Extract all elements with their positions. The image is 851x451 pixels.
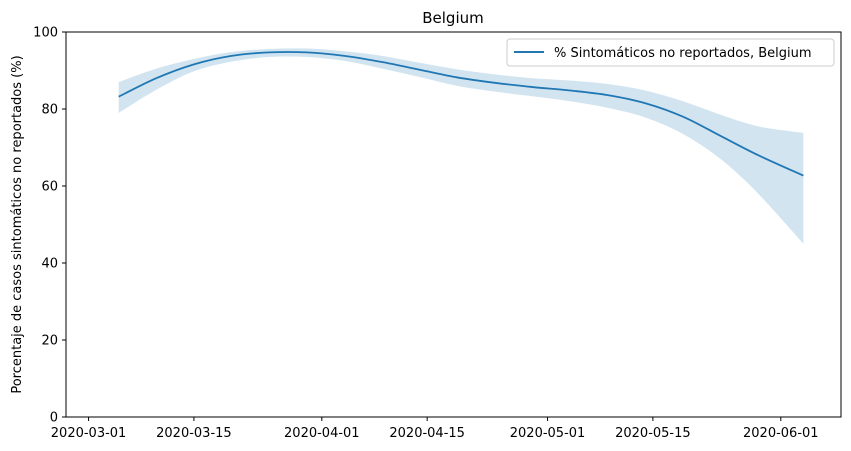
x-tick-label: 2020-05-15 [615, 426, 691, 441]
confidence-band [118, 48, 804, 244]
y-axis-label: Porcentaje de casos sintomáticos no repo… [10, 55, 25, 393]
x-axis: 2020-03-01 2020-03-15 2020-04-01 2020-04-15… [51, 417, 819, 441]
chart-title: Belgium [422, 9, 484, 27]
y-tick-label: 0 [50, 411, 58, 426]
x-tick-label: 2020-03-15 [156, 426, 232, 441]
y-tick-label: 100 [33, 26, 58, 41]
x-tick-label: 2020-06-01 [743, 426, 819, 441]
x-tick-label: 2020-05-01 [510, 426, 586, 441]
legend-label: % Sintomáticos no reportados, Belgium [554, 46, 812, 61]
x-tick-label: 2020-03-01 [51, 426, 127, 441]
series-line [118, 51, 804, 177]
confidence-band-layer [118, 48, 804, 244]
x-tick-label: 2020-04-15 [389, 426, 465, 441]
y-axis: 0 20 40 60 80 100 [33, 26, 66, 426]
y-tick-label: 20 [41, 334, 58, 349]
legend-box [506, 38, 835, 67]
y-tick-label: 40 [41, 257, 58, 272]
series-line-layer [118, 51, 804, 177]
legend: % Sintomáticos no reportados, Belgium [506, 38, 835, 67]
y-tick-label: 60 [41, 180, 58, 195]
x-tick-label: 2020-04-01 [284, 426, 360, 441]
y-tick-label: 80 [41, 103, 58, 118]
plot-frame [65, 31, 842, 418]
